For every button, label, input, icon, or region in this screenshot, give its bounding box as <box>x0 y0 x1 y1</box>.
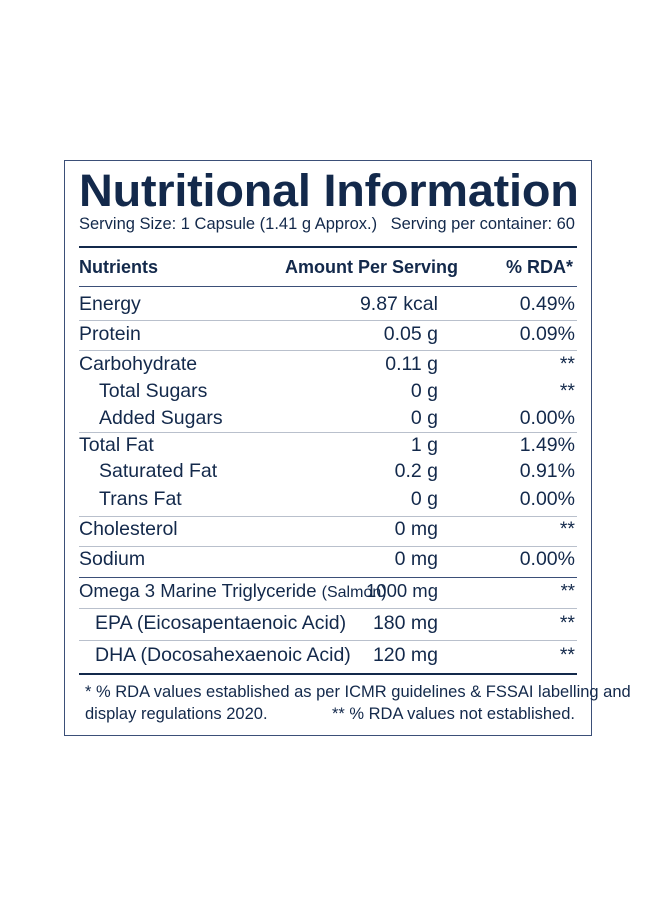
footnote-not-established: ** % RDA values not established. <box>331 705 575 723</box>
header-nutrients: Nutrients <box>79 257 159 277</box>
table-row: Trans Fat 0 g 0.00% <box>79 488 577 514</box>
nutrient-amount: 0.05 g <box>383 323 438 345</box>
row-divider <box>79 640 577 641</box>
nutrient-name: Omega 3 Marine Triglyceride (Salmon) <box>79 580 387 602</box>
nutrient-name: Added Sugars <box>99 407 223 429</box>
nutrient-amount: 0 g <box>410 488 438 510</box>
nutrient-name: Cholesterol <box>79 518 178 540</box>
nutrient-rda: ** <box>559 644 575 666</box>
footnote-regulations: display regulations 2020. <box>85 705 268 723</box>
nutrient-name: Carbohydrate <box>79 353 198 375</box>
nutrient-amount: 0 mg <box>394 548 438 570</box>
nutrient-name: EPA (Eicosapentaenoic Acid) <box>95 612 347 634</box>
servings-per-container: Serving per container: 60 <box>390 215 575 233</box>
table-row: DHA (Docosahexaenoic Acid) 120 mg ** <box>79 644 577 670</box>
table-row: Protein 0.05 g 0.09% <box>79 323 577 349</box>
nutrient-name-suffix: (Salmon) <box>321 584 387 601</box>
nutrient-rda: 0.49% <box>519 293 575 315</box>
nutrient-amount: 120 mg <box>372 644 438 666</box>
row-divider <box>79 546 577 547</box>
nutrient-amount: 9.87 kcal <box>359 293 438 315</box>
table-row: Energy 9.87 kcal 0.49% <box>79 293 577 319</box>
panel-title: Nutritional Information <box>79 165 579 216</box>
nutrient-name: Protein <box>79 323 141 345</box>
row-divider <box>79 320 577 321</box>
footnote-line-1: * % RDA values established as per ICMR g… <box>85 683 631 701</box>
table-row: Total Sugars 0 g ** <box>79 380 577 406</box>
nutrient-amount: 0 g <box>410 407 438 429</box>
nutrient-name: Sodium <box>79 548 146 570</box>
header-amount: Amount Per Serving <box>284 257 458 277</box>
table-row: Sodium 0 mg 0.00% <box>79 548 577 574</box>
nutrient-rda: 1.49% <box>519 434 575 456</box>
section-divider <box>79 577 577 578</box>
serving-size: Serving Size: 1 Capsule (1.41 g Approx.) <box>79 215 378 233</box>
nutrient-rda: ** <box>559 612 575 634</box>
nutrient-name: Trans Fat <box>99 488 182 510</box>
nutrient-rda: ** <box>560 580 575 601</box>
row-divider <box>79 350 577 351</box>
header-top-rule <box>79 246 577 248</box>
header-rda: % RDA* <box>505 257 573 277</box>
nutrient-name: Total Fat <box>79 434 154 456</box>
table-row: Carbohydrate 0.11 g ** <box>79 353 577 379</box>
row-divider <box>79 516 577 517</box>
nutrient-rda: 0.00% <box>519 548 575 570</box>
nutrient-name: Energy <box>79 293 141 315</box>
nutrient-amount: 0.2 g <box>394 460 438 482</box>
nutrient-rda: 0.00% <box>519 407 575 429</box>
table-row: Saturated Fat 0.2 g 0.91% <box>79 460 577 486</box>
table-bottom-rule <box>79 673 577 675</box>
table-row: Cholesterol 0 mg ** <box>79 518 577 544</box>
header-bottom-rule <box>79 286 577 287</box>
table-row: Added Sugars 0 g 0.00% <box>79 407 577 433</box>
nutrient-rda: ** <box>559 380 575 402</box>
footnote-line-2: display regulations 2020. ** % RDA value… <box>85 703 575 725</box>
footnote: * % RDA values established as per ICMR g… <box>85 681 631 725</box>
nutrient-name-main: Omega 3 Marine Triglyceride <box>79 580 317 601</box>
row-divider <box>79 432 577 433</box>
nutrient-rda: 0.09% <box>519 323 575 345</box>
nutrient-amount: 1 g <box>410 434 438 456</box>
nutrient-name: Total Sugars <box>99 380 208 402</box>
nutrient-amount: 0.11 g <box>385 353 438 375</box>
nutrient-rda: 0.00% <box>519 488 575 510</box>
nutrient-name: Saturated Fat <box>99 460 218 482</box>
nutrient-amount: 0 g <box>410 380 438 402</box>
nutrient-rda: 0.91% <box>519 460 575 482</box>
table-row: EPA (Eicosapentaenoic Acid) 180 mg ** <box>79 612 577 638</box>
nutrient-amount: 1000 mg <box>366 580 438 601</box>
nutrient-rda: ** <box>559 353 575 375</box>
nutrient-rda: ** <box>559 518 575 540</box>
table-row: Total Fat 1 g 1.49% <box>79 434 577 460</box>
nutrient-amount: 180 mg <box>372 612 438 634</box>
nutrient-name: DHA (Docosahexaenoic Acid) <box>95 644 351 666</box>
nutrient-amount: 0 mg <box>394 518 438 540</box>
table-row: Omega 3 Marine Triglyceride (Salmon) 100… <box>79 580 577 606</box>
nutrition-panel: Nutritional Information Serving Size: 1 … <box>64 160 631 736</box>
row-divider <box>79 608 577 609</box>
